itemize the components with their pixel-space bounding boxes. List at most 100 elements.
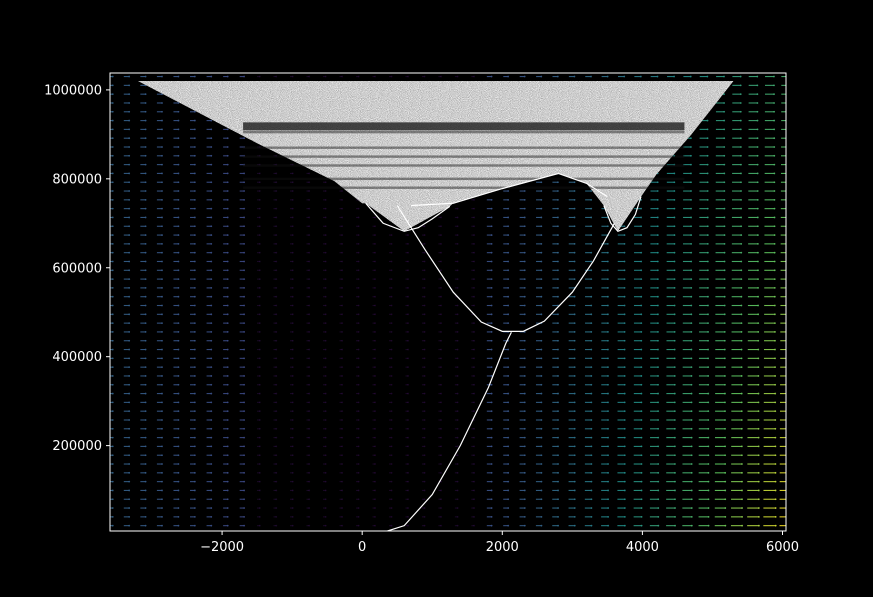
quiver-arrow-head bbox=[243, 515, 246, 518]
quiver-arrow-head bbox=[324, 507, 327, 509]
quiver-arrow-head bbox=[657, 295, 659, 298]
quiver-arrow-head bbox=[740, 146, 742, 148]
quiver-arrow-head bbox=[757, 507, 760, 509]
quiver-arrow-head bbox=[226, 331, 229, 333]
quiver-arrow-head bbox=[407, 304, 409, 307]
quiver-arrow-head bbox=[456, 489, 459, 492]
quiver-arrow-head bbox=[357, 260, 360, 263]
quiver-arrow-head bbox=[706, 198, 709, 201]
quiver-arrow-head bbox=[341, 436, 344, 439]
quiver-arrow-head bbox=[757, 278, 759, 280]
quiver-arrow-head bbox=[324, 181, 327, 184]
quiver-arrow-head bbox=[790, 243, 792, 245]
quiver-arrow-head bbox=[193, 163, 196, 166]
quiver-arrow-head bbox=[590, 278, 593, 280]
quiver-arrow-head bbox=[473, 322, 476, 325]
quiver-arrow-head bbox=[341, 313, 344, 316]
quiver-arrow-head bbox=[707, 498, 710, 501]
quiver-arrow-head bbox=[291, 331, 294, 333]
quiver-arrow-head bbox=[357, 339, 360, 342]
quiver-arrow-head bbox=[790, 102, 792, 104]
quiver-arrow-head bbox=[226, 427, 229, 430]
quiver-arrow-head bbox=[607, 304, 609, 307]
quiver-arrow-head bbox=[674, 489, 676, 492]
quiver-arrow-head bbox=[456, 75, 459, 78]
quiver-arrow-head bbox=[258, 172, 261, 175]
quiver-arrow-head bbox=[111, 489, 114, 492]
quiver-arrow-head bbox=[557, 383, 559, 386]
quiver-arrow-head bbox=[407, 454, 409, 457]
quiver-arrow-head bbox=[308, 357, 311, 360]
quiver-arrow-head bbox=[690, 515, 693, 518]
quiver-arrow-head bbox=[674, 507, 676, 509]
quiver-arrow-head bbox=[341, 489, 344, 492]
quiver-arrow-head bbox=[773, 146, 776, 148]
envelope-noise bbox=[138, 81, 734, 232]
quiver-arrow-head bbox=[161, 172, 163, 175]
quiver-arrow-head bbox=[440, 507, 443, 509]
quiver-arrow-head bbox=[374, 419, 376, 421]
quiver-arrow-head bbox=[724, 507, 727, 509]
quiver-arrow-head bbox=[243, 198, 246, 201]
quiver-arrow-head bbox=[507, 383, 510, 386]
quiver-arrow-head bbox=[490, 260, 493, 263]
quiver-arrow-head bbox=[423, 375, 426, 377]
quiver-arrow-head bbox=[357, 507, 360, 509]
quiver-arrow-head bbox=[390, 427, 393, 430]
quiver-arrow-head bbox=[724, 392, 726, 395]
quiver-arrow-head bbox=[161, 401, 163, 404]
y-tick-label: 600000 bbox=[52, 261, 102, 276]
quiver-arrow-head bbox=[357, 445, 360, 448]
quiver-arrow-head bbox=[573, 471, 576, 474]
quiver-arrow-head bbox=[523, 375, 526, 377]
quiver-arrow-head bbox=[490, 427, 493, 430]
quiver-arrow-head bbox=[673, 225, 676, 228]
quiver-arrow-head bbox=[177, 287, 180, 289]
quiver-arrow-head bbox=[226, 445, 229, 448]
quiver-arrow-head bbox=[128, 436, 131, 439]
quiver-arrow-head bbox=[707, 383, 710, 386]
quiver-arrow-head bbox=[557, 207, 559, 210]
quiver-arrow-head bbox=[707, 331, 709, 333]
quiver-arrow-head bbox=[640, 427, 643, 430]
quiver-arrow-head bbox=[210, 463, 213, 465]
quiver-arrow-head bbox=[456, 480, 459, 483]
quiver-arrow-head bbox=[390, 234, 393, 236]
quiver-arrow-head bbox=[673, 375, 676, 377]
quiver-arrow-head bbox=[507, 410, 510, 413]
quiver-arrow-head bbox=[490, 366, 493, 369]
quiver-arrow-head bbox=[590, 392, 593, 395]
quiver-arrow-head bbox=[111, 260, 114, 263]
quiver-arrow-head bbox=[590, 498, 593, 501]
quiver-arrow-head bbox=[623, 375, 626, 377]
quiver-arrow-head bbox=[128, 339, 131, 342]
quiver-arrow-head bbox=[724, 480, 727, 483]
quiver-arrow-head bbox=[607, 436, 609, 439]
quiver-arrow-head bbox=[226, 366, 229, 369]
quiver-arrow-head bbox=[774, 480, 777, 483]
quiver-arrow-head bbox=[707, 366, 710, 369]
quiver-arrow-head bbox=[210, 489, 213, 492]
quiver-arrow-head bbox=[690, 348, 693, 351]
quiver-arrow-head bbox=[275, 507, 278, 509]
quiver-arrow-head bbox=[490, 480, 493, 483]
quiver-arrow-head bbox=[423, 225, 426, 228]
quiver-arrow-head bbox=[128, 260, 131, 263]
quiver-arrow-head bbox=[674, 445, 676, 448]
quiver-arrow-head bbox=[440, 375, 443, 377]
quiver-arrow-head bbox=[128, 216, 131, 219]
quiver-arrow-head bbox=[590, 366, 593, 369]
quiver-arrow-head bbox=[723, 225, 726, 228]
quiver-arrow-head bbox=[144, 154, 147, 157]
quiver-arrow-head bbox=[357, 225, 360, 228]
quiver-arrow-head bbox=[724, 498, 727, 501]
quiver-arrow-head bbox=[607, 322, 609, 325]
quiver-arrow-head bbox=[258, 181, 261, 184]
quiver-arrow-head bbox=[111, 190, 114, 192]
quiver-arrow-head bbox=[111, 119, 114, 122]
quiver-arrow-head bbox=[741, 471, 743, 474]
quiver-arrow-head bbox=[473, 339, 476, 342]
quiver-arrow-head bbox=[210, 480, 213, 483]
quiver-arrow-head bbox=[540, 225, 543, 228]
quiver-arrow-head bbox=[177, 102, 180, 104]
